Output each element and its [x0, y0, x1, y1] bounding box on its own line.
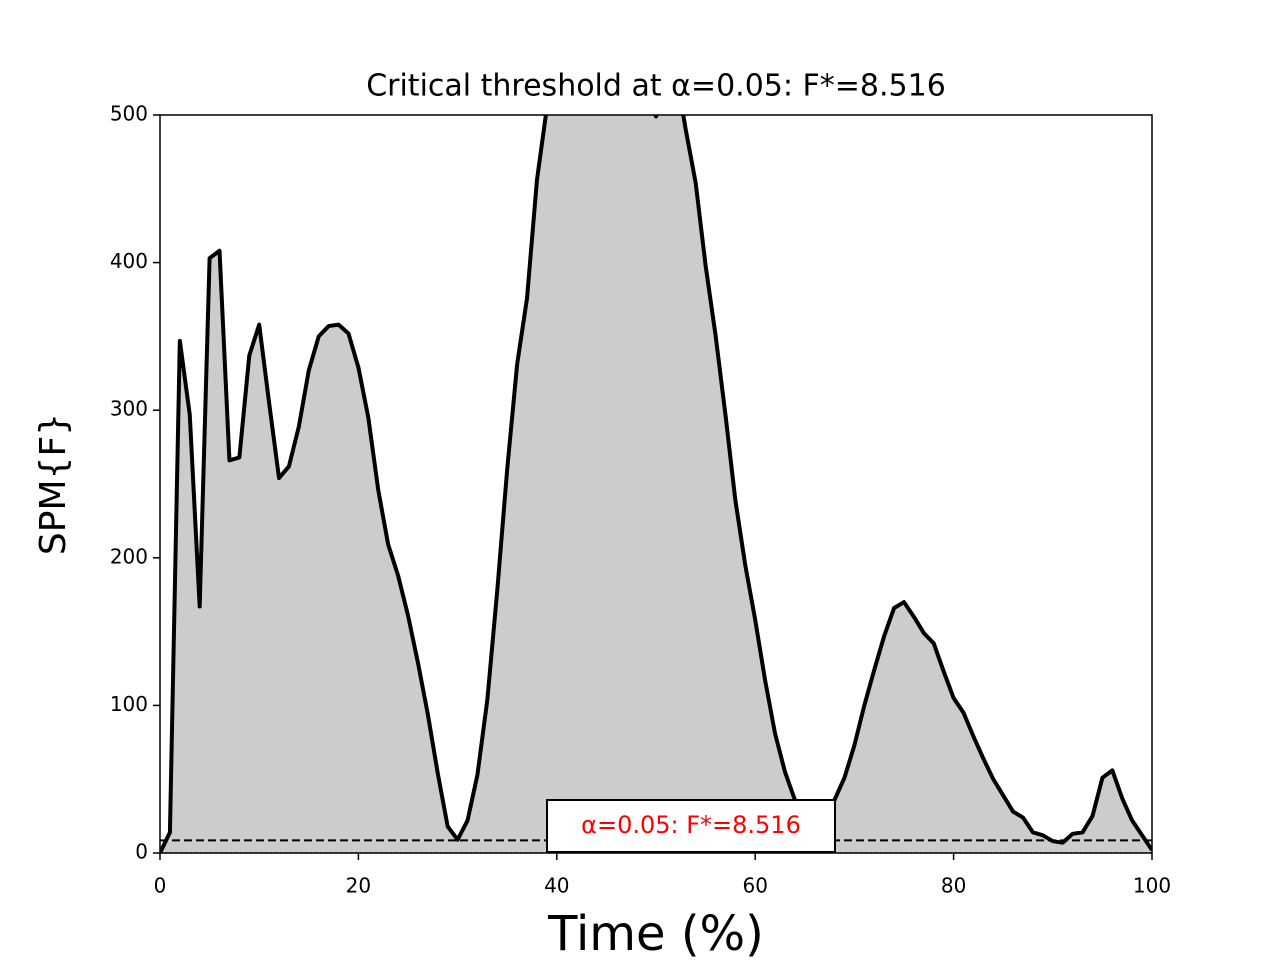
x-tick-label: 40 [544, 874, 569, 898]
area [160, 115, 1152, 853]
y-tick-label: 500 [110, 102, 148, 126]
x-tick-label: 60 [742, 874, 767, 898]
y-tick-label: 200 [110, 544, 148, 568]
annotation-box [546, 799, 836, 853]
y-tick-label: 300 [110, 397, 148, 421]
y-axis-label: SPM{F} [33, 413, 74, 555]
x-tick-label: 100 [1133, 874, 1171, 898]
x-axis-label: Time (%) [547, 906, 764, 960]
y-tick-label: 0 [135, 840, 148, 864]
line [160, 115, 1152, 853]
y-tick-label: 100 [110, 692, 148, 716]
x-tick-label: 20 [346, 874, 371, 898]
y-tick-label: 400 [110, 249, 148, 273]
x-tick-label: 80 [941, 874, 966, 898]
plot-area [160, 115, 1152, 853]
x-tick-label: 0 [154, 874, 167, 898]
annotation: α=0.05: F*=8.516 [581, 811, 801, 839]
chart-title: Critical threshold at α=0.05: F*=8.516 [366, 69, 946, 104]
